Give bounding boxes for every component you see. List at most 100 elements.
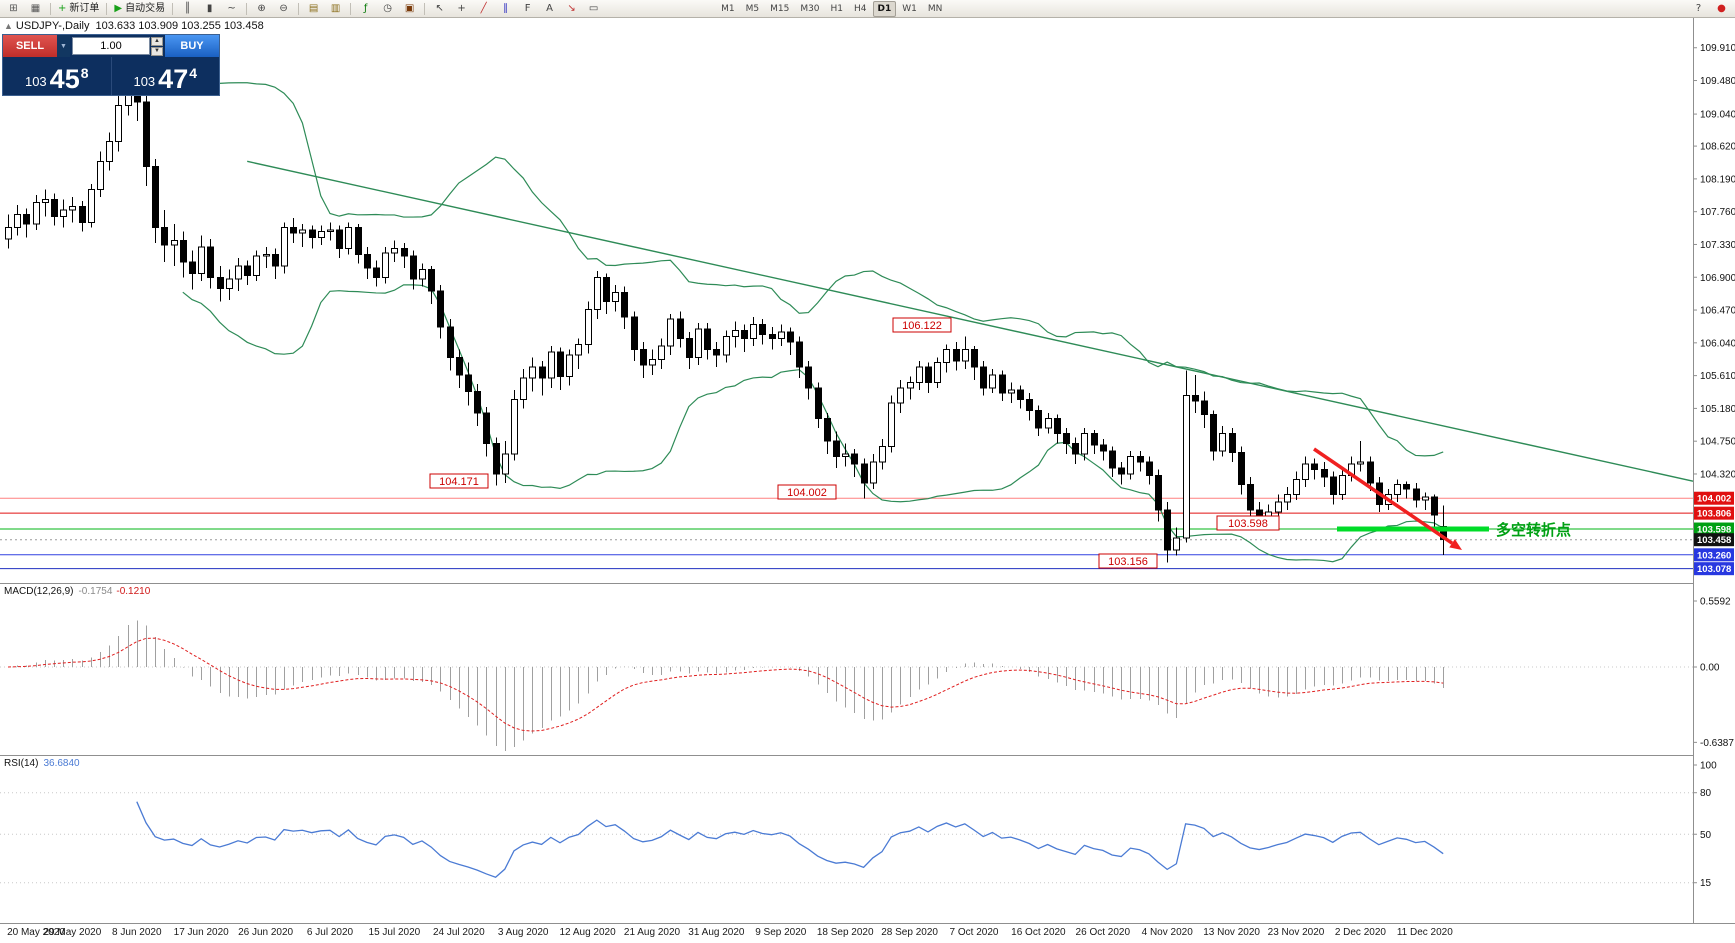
trendline-tool-button[interactable]: ╱ — [473, 0, 494, 17]
price-annotations[interactable]: 104.171 104.002 106.122 103.598 103.156 — [429, 317, 1280, 569]
buy-price-point: 4 — [189, 65, 198, 81]
cascade-windows-button[interactable]: ▥ — [325, 0, 346, 17]
date-axis[interactable]: 20 May 2020 29 May 2020 8 Jun 2020 17 Jun 2… — [0, 923, 1735, 943]
new-order-button[interactable]: + 新订单 — [55, 0, 102, 17]
cursor-tool-button[interactable]: ↖ — [429, 0, 450, 17]
price-tick-label: 106.470 — [1700, 306, 1735, 317]
timeframe-d1-button[interactable]: D1 — [872, 0, 897, 17]
toolbar-separator — [246, 2, 248, 15]
periods-button[interactable]: ◷ — [377, 0, 398, 17]
date-label: 18 Sep 2020 — [816, 927, 874, 938]
timeframe-mn-button[interactable]: MN — [927, 3, 943, 14]
timeframe-m5-button[interactable]: M5 — [745, 3, 760, 14]
indicators-button[interactable]: ƒ — [355, 0, 376, 17]
toolbar-separator — [424, 2, 426, 15]
buy-price-figure: 103 — [133, 73, 156, 89]
zoom-in-button[interactable]: ⊕ — [251, 0, 272, 17]
candlestick-chart-type-button[interactable]: ▮ — [199, 0, 220, 17]
macd-title: MACD(12,26,9) — [4, 586, 74, 597]
sell-price-pips: 45 — [49, 64, 80, 95]
date-label: 2 Dec 2020 — [1334, 927, 1386, 938]
date-label: 20 May 2020 — [7, 927, 65, 938]
toolbar-separator — [350, 2, 352, 15]
price-annotation[interactable]: 103.156 — [1098, 553, 1158, 569]
templates-button[interactable]: ▣ — [399, 0, 420, 17]
chart-profiles-button[interactable]: ▦ — [25, 0, 46, 17]
toolbar-separator — [298, 2, 300, 15]
timeframe-m30-button[interactable]: M30 — [800, 3, 820, 14]
toolbar-right-group: ? ● — [1688, 0, 1732, 17]
svg-text:104.002: 104.002 — [1697, 494, 1731, 505]
shapes-tool-button-icon: ▭ — [588, 2, 599, 14]
macd-panel: 0.5592 0.00 -0.6387 — [0, 583, 1735, 755]
price-annotation[interactable]: 103.598 — [1216, 515, 1280, 531]
auto-trading-button[interactable]: ▶ 自动交易 — [111, 0, 168, 17]
new-chart-button[interactable]: ⊞ — [3, 0, 24, 17]
buy-button[interactable]: BUY — [165, 35, 219, 57]
arrow-object-button[interactable]: ↘ — [561, 0, 582, 17]
price-tick-label: 104.750 — [1700, 437, 1735, 448]
rsi-title: RSI(14) — [4, 758, 39, 769]
text-tool-button[interactable]: A — [539, 0, 560, 17]
record-button[interactable]: ● — [1711, 0, 1732, 17]
price-tick-label: 107.760 — [1700, 207, 1735, 218]
candlesticks — [5, 52, 1447, 563]
one-click-trading-panel: SELL ▼ 1.00 ▲ ▼ BUY 103 45 8 103 47 4 — [2, 34, 220, 96]
timeframe-h4-button[interactable]: H4 — [854, 3, 867, 14]
shapes-tool-button[interactable]: ▭ — [583, 0, 604, 17]
one-click-options-icon[interactable]: ▼ — [57, 35, 70, 57]
price-annotation[interactable]: 104.002 — [777, 484, 837, 500]
trade-panel-controls: SELL ▼ 1.00 ▲ ▼ BUY — [3, 35, 219, 57]
rsi-tick-label: 50 — [1700, 830, 1712, 841]
buy-price[interactable]: 103 47 4 — [110, 57, 220, 95]
sell-price-figure: 103 — [24, 73, 47, 89]
price-tick-label: 107.330 — [1700, 240, 1735, 251]
price-scale[interactable]: 109.910 109.480 109.040 108.620 108.190 107.7… — [1693, 18, 1735, 583]
svg-text:106.122: 106.122 — [902, 320, 942, 332]
indicators-button-icon: ƒ — [363, 2, 368, 14]
channel-tool-button[interactable]: ∥ — [495, 0, 516, 17]
date-label: 9 Sep 2020 — [755, 927, 807, 938]
timeframe-w1-button[interactable]: W1 — [902, 3, 917, 14]
tile-windows-button[interactable]: ▤ — [303, 0, 324, 17]
line-chart-type-button[interactable]: ~ — [221, 0, 242, 17]
price-annotation[interactable]: 104.171 — [429, 473, 489, 489]
date-label: 8 Jun 2020 — [112, 927, 162, 938]
crosshair-tool-button[interactable]: + — [451, 0, 472, 17]
volume-up-icon[interactable]: ▲ — [151, 36, 163, 46]
date-label: 28 Sep 2020 — [881, 927, 938, 938]
macd-tick-label: -0.6387 — [1700, 738, 1734, 749]
timeframe-m1-button[interactable]: M1 — [721, 3, 735, 14]
record-button-icon: ● — [1717, 2, 1726, 14]
price-annotation[interactable]: 106.122 — [892, 317, 952, 333]
bar-chart-type-button[interactable]: ║ — [177, 0, 198, 17]
timeframe-h1-button[interactable]: H1 — [830, 3, 844, 14]
channel-tool-button-icon: ∥ — [503, 2, 509, 14]
sell-price[interactable]: 103 45 8 — [3, 57, 111, 95]
zoom-out-button[interactable]: ⊖ — [273, 0, 294, 17]
timeframe-m15-button[interactable]: M15 — [770, 3, 790, 14]
svg-text:104.171: 104.171 — [439, 476, 479, 488]
macd-signal-value: -0.1210 — [116, 586, 151, 597]
sell-button[interactable]: SELL — [3, 35, 57, 57]
descending-trendline[interactable] — [247, 160, 1694, 482]
periods-button-icon: ◷ — [383, 2, 392, 14]
bollinger-bands — [182, 82, 1444, 563]
date-label: 23 Nov 2020 — [1267, 927, 1325, 938]
price-tick-label: 105.610 — [1700, 371, 1735, 382]
volume-input[interactable]: 1.00 — [72, 37, 150, 55]
arrow-object-button-icon: ↘ — [567, 2, 576, 14]
chart-profiles-button-icon: ▦ — [30, 2, 41, 14]
help-button[interactable]: ? — [1688, 0, 1709, 17]
chart-symbol-period: USDJPY-,Daily — [15, 20, 90, 32]
turning-point-note[interactable]: 多空转折点 — [1496, 521, 1571, 539]
volume-down-icon[interactable]: ▼ — [151, 46, 163, 56]
tile-windows-button-icon: ▤ — [308, 2, 319, 14]
sell-pressure-arrow[interactable] — [1313, 447, 1462, 550]
rsi-scale: 100 80 50 15 — [1693, 755, 1735, 923]
fibonacci-tool-button[interactable]: F — [517, 0, 538, 17]
zoom-in-button-icon: ⊕ — [257, 2, 266, 14]
price-tick-label: 108.190 — [1700, 174, 1735, 185]
volume-control: 1.00 ▲ ▼ — [70, 35, 165, 57]
